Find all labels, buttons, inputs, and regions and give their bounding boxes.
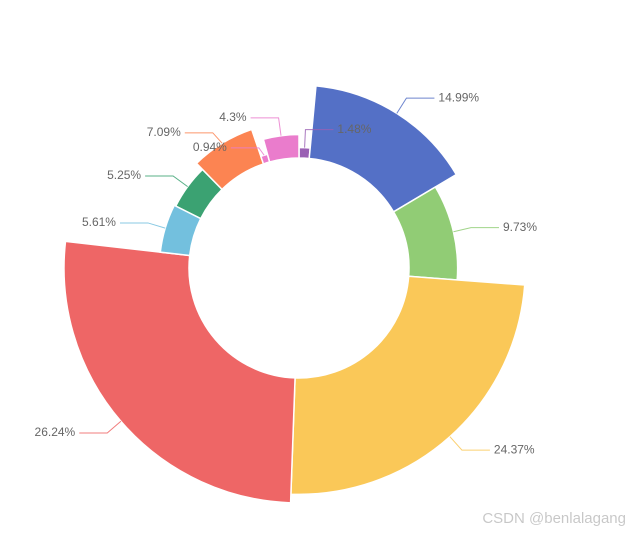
leader-2 — [453, 228, 499, 232]
chart-svg: 1.48% 14.99% 9.73% 24.37% 26.24% 5.61% 5.25% 7.… — [0, 0, 638, 537]
slice-label-3: 24.37% — [494, 442, 535, 456]
slice-label-4: 26.24% — [35, 425, 76, 439]
leader-3 — [450, 437, 490, 450]
leader-4 — [79, 421, 121, 433]
slice-label-1: 14.99% — [438, 90, 479, 104]
slice-label-0: 1.48% — [337, 122, 371, 136]
leader-6 — [145, 176, 188, 187]
leader-5 — [120, 223, 165, 228]
leader-9 — [251, 118, 281, 136]
slice-label-8: 0.94% — [193, 140, 227, 154]
slice-label-7: 7.09% — [147, 125, 181, 139]
slice-label-6: 5.25% — [107, 168, 141, 182]
slice-9[interactable] — [263, 134, 299, 162]
leader-1 — [397, 98, 435, 113]
slice-0[interactable] — [299, 148, 310, 159]
slices-group — [64, 86, 525, 503]
slice-3[interactable] — [291, 276, 525, 494]
slice-label-2: 9.73% — [503, 220, 537, 234]
slice-label-5: 5.61% — [82, 215, 116, 229]
nightingale-chart: 1.48% 14.99% 9.73% 24.37% 26.24% 5.61% 5.25% 7.… — [0, 0, 638, 537]
slice-label-9: 4.3% — [219, 110, 247, 124]
slice-4[interactable] — [64, 241, 295, 503]
